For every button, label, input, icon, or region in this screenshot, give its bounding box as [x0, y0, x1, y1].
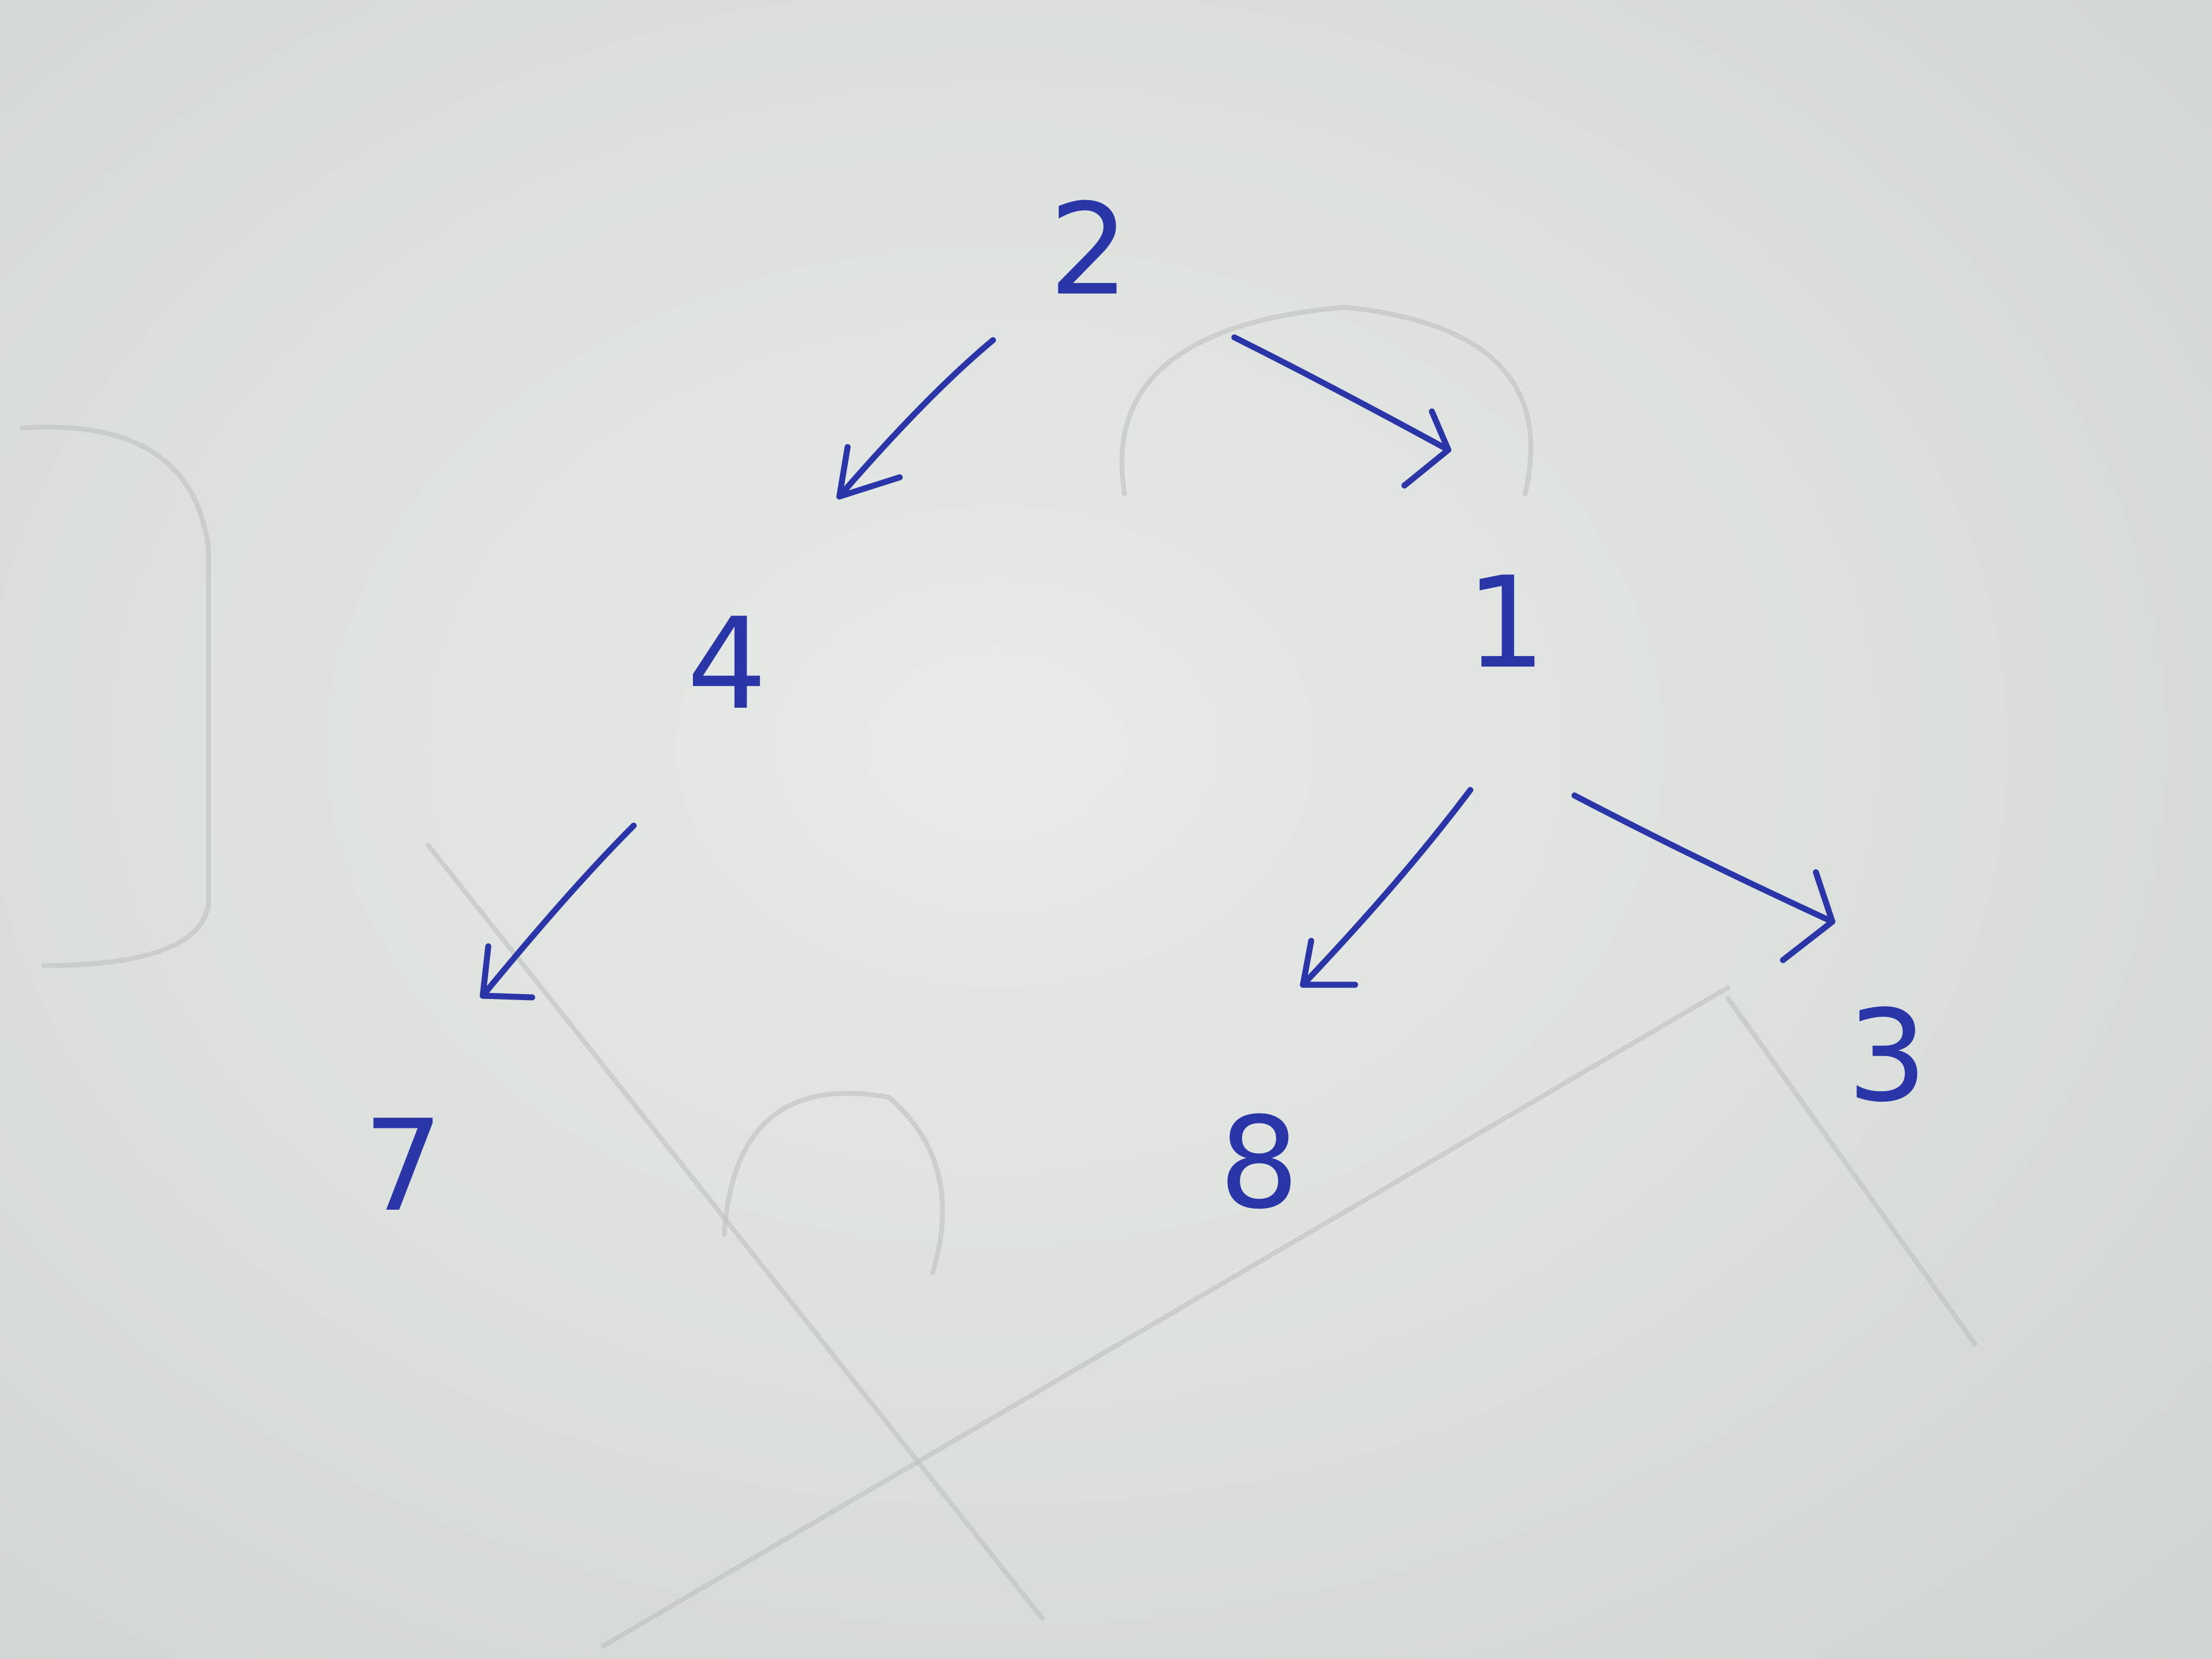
node-root-label: 2	[1049, 177, 1129, 324]
edge-1-to-8	[1300, 787, 1474, 988]
edge-2-to-1	[1231, 334, 1452, 489]
edge-2-to-4	[836, 337, 996, 500]
node-left-label: 4	[687, 591, 767, 738]
node-left-left-label: 7	[363, 1093, 443, 1240]
node-right-right-label: 3	[1847, 984, 1927, 1130]
edge-1-to-3	[1571, 792, 1836, 963]
nodes: 2 4 1 7 8 3	[363, 177, 1927, 1240]
node-right-left-label: 8	[1219, 1091, 1299, 1237]
paper-bleed-through	[19, 304, 1978, 1649]
edge-4-to-7	[479, 822, 637, 1001]
edges	[479, 334, 1836, 1001]
node-right-label: 1	[1466, 550, 1546, 697]
